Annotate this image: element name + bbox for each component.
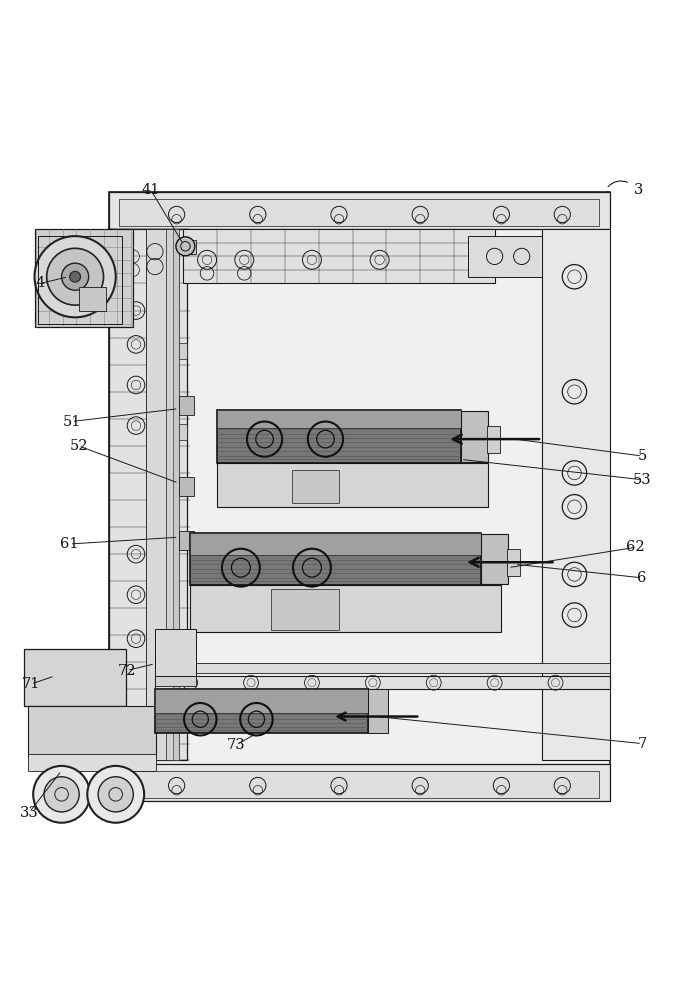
Bar (481, 534, 508, 584)
Bar (155, 673, 195, 686)
Bar (183, 229, 495, 283)
Circle shape (70, 271, 81, 282)
Text: 62: 62 (626, 540, 645, 554)
Bar (155, 676, 610, 689)
Text: 5: 5 (637, 449, 647, 463)
Circle shape (44, 777, 79, 812)
Text: 3: 3 (634, 183, 643, 197)
Circle shape (35, 236, 116, 317)
Bar (109, 192, 610, 229)
Bar (178, 477, 193, 496)
Bar (28, 754, 157, 771)
Circle shape (33, 766, 90, 823)
Bar (190, 533, 481, 555)
Text: 52: 52 (69, 439, 87, 453)
Bar (217, 463, 488, 507)
Bar (542, 229, 610, 760)
Bar (217, 410, 461, 428)
Bar (119, 771, 599, 798)
Bar (155, 629, 195, 676)
Bar (109, 192, 610, 801)
Bar (28, 652, 40, 703)
Text: 72: 72 (117, 664, 136, 678)
Text: 71: 71 (22, 677, 40, 691)
Bar (35, 229, 133, 327)
Bar (79, 287, 106, 311)
Bar (190, 585, 502, 632)
Bar (487, 426, 500, 453)
Bar (292, 470, 339, 503)
Circle shape (98, 777, 134, 812)
Circle shape (176, 237, 195, 256)
Bar (170, 478, 186, 495)
Bar (178, 240, 195, 254)
Bar (271, 589, 339, 630)
Text: 41: 41 (142, 183, 160, 197)
Circle shape (47, 248, 104, 305)
Bar (109, 229, 186, 760)
Bar (167, 229, 178, 760)
Bar (119, 199, 599, 226)
Text: 53: 53 (633, 473, 652, 487)
Text: 7: 7 (637, 737, 647, 751)
Bar (24, 649, 126, 706)
Bar (146, 229, 174, 760)
Bar (506, 549, 520, 576)
Bar (60, 676, 77, 703)
Text: 61: 61 (60, 537, 79, 551)
Text: 33: 33 (20, 806, 39, 820)
Text: 6: 6 (637, 571, 647, 585)
Bar (178, 396, 193, 415)
Bar (174, 229, 178, 760)
Bar (178, 531, 193, 550)
Bar (155, 663, 610, 673)
Text: 4: 4 (35, 276, 45, 290)
Bar (461, 411, 488, 462)
Bar (109, 764, 610, 801)
Bar (217, 410, 461, 463)
Bar (170, 343, 186, 359)
Bar (468, 236, 542, 277)
Circle shape (87, 766, 144, 823)
Text: 51: 51 (62, 415, 81, 429)
Bar (170, 424, 186, 440)
Bar (190, 533, 481, 585)
Bar (155, 689, 368, 713)
Bar (38, 236, 123, 324)
Bar (155, 689, 368, 733)
Bar (368, 689, 388, 733)
Text: 73: 73 (227, 738, 245, 752)
Bar (28, 706, 157, 757)
Circle shape (62, 263, 89, 290)
